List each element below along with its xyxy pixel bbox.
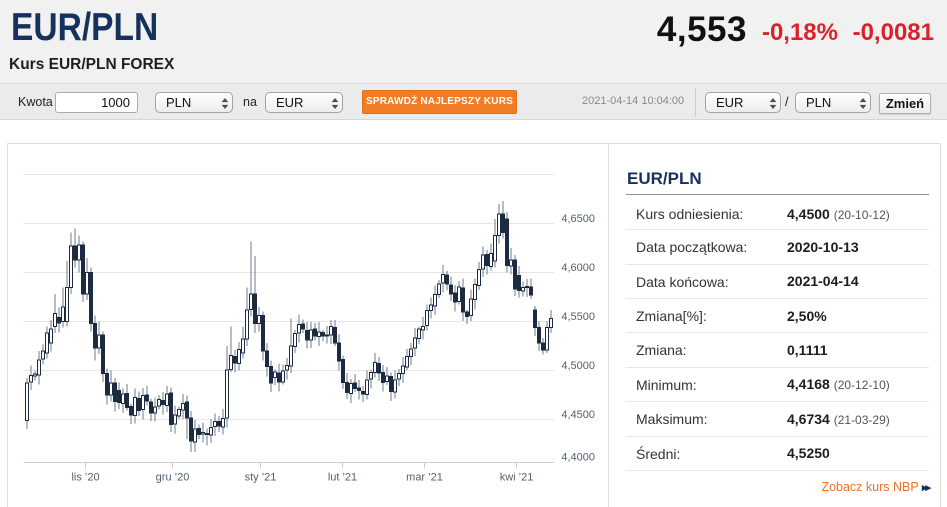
svg-text:gru ’20: gru ’20 — [156, 472, 190, 484]
svg-text:4,5500: 4,5500 — [561, 311, 595, 323]
svg-text:sty ’21: sty ’21 — [245, 472, 277, 484]
svg-text:4,6000: 4,6000 — [561, 262, 595, 274]
svg-text:lut ’21: lut ’21 — [328, 472, 357, 484]
svg-text:mar ’21: mar ’21 — [406, 472, 443, 484]
svg-text:4,4000: 4,4000 — [561, 452, 595, 464]
svg-text:4,4500: 4,4500 — [561, 409, 595, 421]
svg-text:kwi ’21: kwi ’21 — [500, 472, 534, 484]
svg-text:4,5000: 4,5000 — [561, 360, 595, 372]
svg-text:lis ’20: lis ’20 — [71, 472, 99, 484]
svg-text:4,6500: 4,6500 — [561, 213, 595, 225]
